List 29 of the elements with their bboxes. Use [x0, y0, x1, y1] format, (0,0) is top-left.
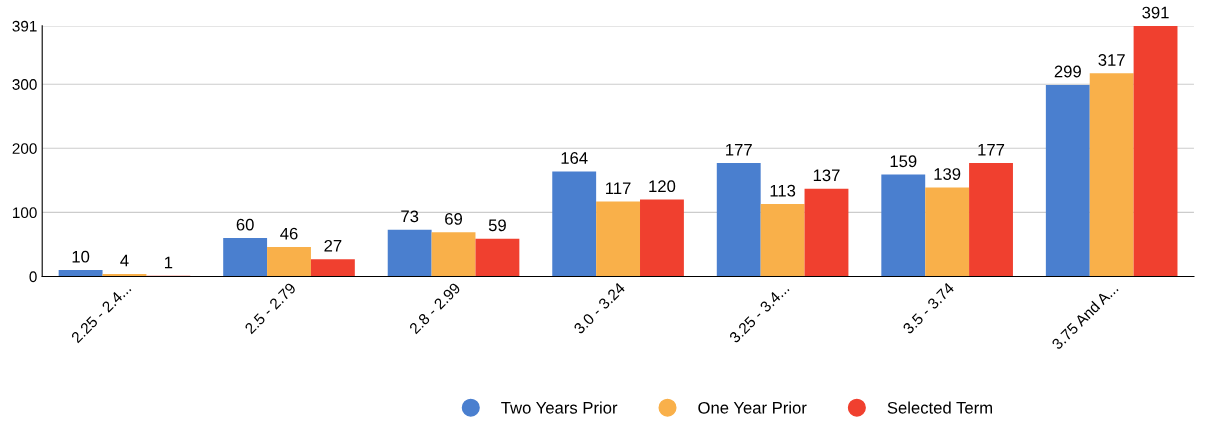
legend-label: Selected Term	[887, 401, 992, 414]
legend-label: Two Years Prior	[501, 401, 618, 414]
data-label: 299	[1054, 65, 1081, 78]
data-label: 159	[890, 155, 917, 168]
data-label: 59	[488, 219, 506, 232]
y-tick-label: 100	[13, 207, 37, 219]
data-label: 4	[120, 254, 129, 267]
y-tick-label: 200	[12, 143, 37, 154]
data-label: 1	[164, 256, 173, 269]
y-tick-label: 391	[12, 20, 37, 32]
data-label: 69	[445, 213, 463, 225]
data-label: 164	[561, 152, 588, 164]
data-label: 60	[236, 218, 254, 231]
data-label: 27	[324, 239, 342, 252]
data-label: 391	[1142, 6, 1169, 19]
data-label: 317	[1098, 54, 1125, 66]
data-label: 117	[606, 182, 631, 194]
data-label: 73	[401, 210, 419, 223]
data-label: 139	[934, 168, 961, 180]
data-label: 120	[649, 180, 676, 193]
legend-label: One Year Prior	[698, 401, 807, 414]
data-label: 113	[770, 184, 796, 197]
y-tick-label: 0	[29, 271, 37, 283]
data-label: 10	[72, 250, 90, 263]
data-label: 46	[280, 227, 298, 240]
data-label: 177	[978, 143, 1005, 156]
y-tick-label: 300	[12, 79, 37, 90]
data-label: 137	[813, 169, 840, 182]
data-label: 177	[726, 143, 752, 156]
